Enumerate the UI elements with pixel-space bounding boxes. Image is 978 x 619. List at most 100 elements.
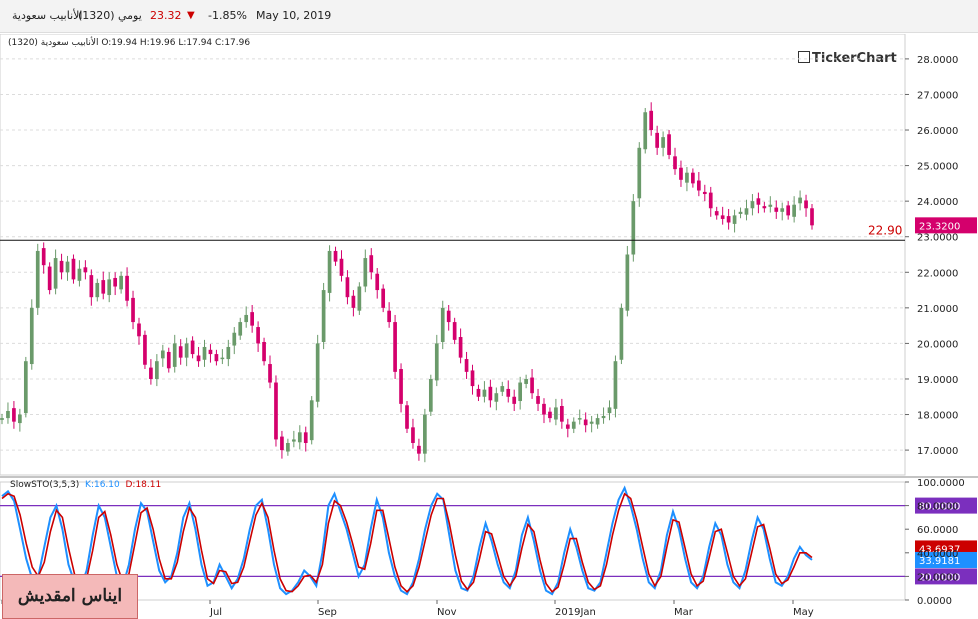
candle-body: [190, 340, 195, 355]
candle-body: [637, 147, 642, 199]
price-tick-label: 24.0000: [917, 197, 958, 208]
candle-body: [280, 436, 284, 451]
candle-body: [297, 432, 302, 443]
price-chart[interactable]: 17.0000 18.0000 19.0000 20.0000 21.0000 22.00…: [0, 34, 978, 618]
logo-icon: [798, 51, 810, 63]
candle-body: [345, 277, 350, 298]
candle-body: [631, 201, 636, 255]
d-value: D:18.11: [125, 480, 162, 490]
candle-body: [137, 323, 141, 337]
candle-body: [59, 260, 64, 273]
last-price-tag: [915, 217, 977, 234]
candle-body: [691, 172, 695, 184]
candle-body: [679, 167, 683, 180]
quote-date: May 10, 2019: [256, 9, 332, 22]
candle-body: [804, 200, 808, 209]
candle-body: [381, 288, 386, 308]
last-price: 23.32: [150, 9, 182, 22]
time-tick-label: Nov: [437, 607, 457, 618]
candle-body: [732, 215, 737, 224]
stochastic-tick-label: 100.0000: [917, 478, 965, 489]
candle-body: [0, 418, 4, 420]
stochastic-frame: [0, 481, 906, 601]
candle-body: [696, 180, 701, 191]
symbol-info-bar: الأنابيب سعودية (1320) يومي 23.32 ▼ -1.8…: [0, 0, 978, 33]
candle-body: [542, 403, 546, 415]
stochastic-tick-label: 60.0000: [917, 525, 958, 536]
candle-body: [244, 314, 249, 323]
candle-body: [714, 211, 719, 216]
candle-body: [315, 343, 320, 402]
candle-body: [601, 415, 606, 419]
candle-body: [506, 388, 511, 397]
candle-body: [89, 275, 94, 298]
candle-body: [720, 215, 725, 219]
candle-body: [554, 407, 558, 420]
candle-body: [268, 364, 272, 383]
candlestick-series: [0, 102, 814, 463]
candle-body: [738, 211, 743, 214]
stochastic-tick-label: 40.0000: [917, 549, 958, 560]
candle-body: [107, 279, 112, 296]
candle-body: [286, 442, 290, 452]
candle-body: [589, 421, 594, 424]
candle-body: [708, 192, 713, 209]
candle-body: [798, 197, 802, 204]
candle-body: [565, 424, 570, 429]
candle-body: [643, 112, 648, 150]
candle-body: [357, 286, 362, 311]
stochastic-tick-label: 80.0000: [917, 502, 958, 513]
candle-body: [458, 337, 463, 358]
candle-body: [393, 322, 397, 372]
candle-body: [446, 310, 451, 323]
candle-body: [512, 396, 517, 404]
candle-body: [583, 419, 588, 426]
price-tick-label: 19.0000: [917, 375, 958, 386]
candle-body: [655, 132, 659, 148]
candle-body: [95, 282, 100, 298]
candle-body: [488, 386, 493, 401]
candle-body: [536, 396, 540, 404]
candle-body: [262, 341, 266, 362]
candle-body: [577, 418, 582, 420]
candle-body: [476, 388, 481, 397]
stochastic-value-tag: [915, 551, 977, 568]
candle-body: [23, 361, 28, 414]
candle-body: [780, 208, 785, 212]
candle-body: [166, 351, 171, 369]
candle-body: [35, 250, 40, 308]
k-line: [1, 485, 813, 596]
stochastic-legend: SlowSTO(3,5,3) K:16.10 D:18.11: [10, 480, 161, 490]
period-label[interactable]: يومي: [118, 9, 142, 22]
candle-body: [208, 349, 213, 355]
candle-body: [184, 343, 189, 358]
candle-body: [464, 359, 469, 372]
candle-body: [405, 405, 409, 429]
stochastic-value-tag-label: 80.0000: [919, 502, 960, 513]
k-value: K:16.10: [85, 480, 120, 490]
stochastic-value-tag: [915, 497, 977, 514]
candle-body: [625, 254, 630, 311]
candle-body: [309, 400, 314, 441]
stochastic-tick-label: 20.0000: [917, 572, 958, 583]
time-tick-label: Jul: [209, 607, 222, 618]
candle-body: [756, 198, 761, 205]
candle-body: [83, 267, 88, 273]
candle-body: [744, 208, 749, 215]
candle-body: [29, 307, 34, 365]
price-tick-label: 18.0000: [917, 411, 958, 422]
candle-body: [226, 346, 231, 360]
stochastic-value-tag-label: 43.6937: [919, 544, 960, 555]
candle-body: [321, 290, 326, 342]
candle-body: [369, 255, 374, 273]
candle-body: [214, 354, 219, 362]
price-tick-label: 26.0000: [917, 126, 958, 137]
percent-change: -1.85%: [208, 9, 247, 22]
candle-body: [607, 407, 612, 414]
time-tick-label: 2019Jan: [555, 607, 596, 618]
support-line-label: 22.90: [868, 223, 902, 237]
candle-body: [440, 307, 445, 342]
candle-body: [726, 216, 731, 223]
candle-body: [155, 361, 159, 379]
candle-body: [12, 408, 16, 422]
